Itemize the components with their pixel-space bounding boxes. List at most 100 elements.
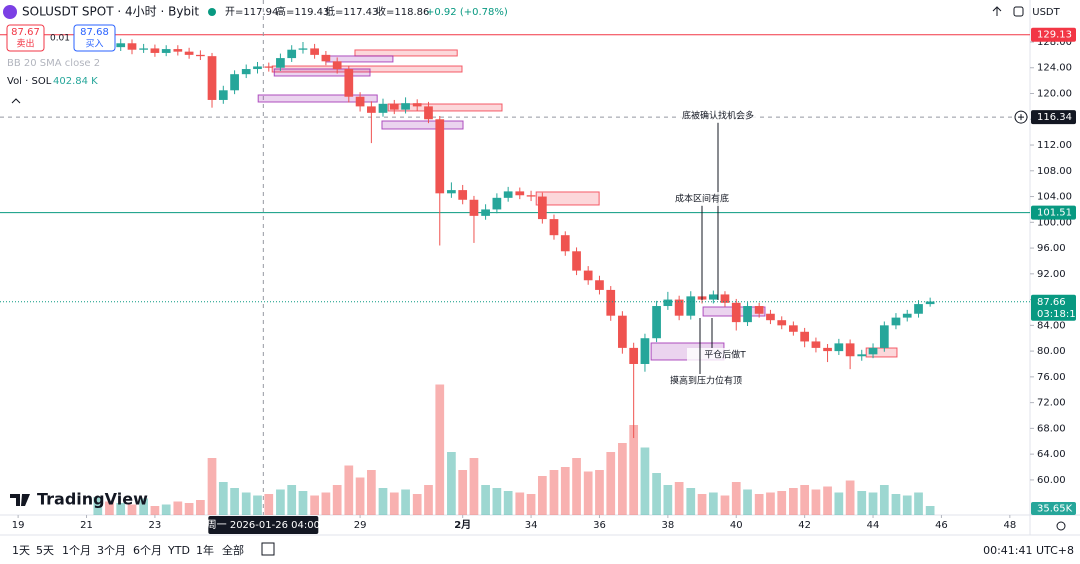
candle-body: [173, 49, 183, 52]
sell-button[interactable]: [6, 24, 45, 52]
candle-body: [127, 43, 137, 50]
clock[interactable]: 00:41:41 UTC+8: [983, 544, 1074, 557]
volume-bar: [173, 501, 183, 515]
plot-area: 60.0064.0068.0072.0076.0080.0084.0088.00…: [0, 0, 1080, 534]
candle-body: [264, 66, 274, 68]
x-tick-label: 2月: [454, 519, 471, 531]
volume-bar: [811, 489, 821, 515]
timeframe-button[interactable]: 1年: [196, 543, 214, 557]
add-alert-plus: [1018, 114, 1024, 121]
x-tick-label: 42: [798, 520, 811, 531]
timeframe-button[interactable]: 1天: [12, 544, 30, 557]
candle-body: [447, 190, 456, 194]
annotation-bg: [680, 109, 756, 123]
volume-bar: [196, 500, 205, 515]
volume-bar: [253, 495, 262, 515]
volume-bar: [879, 485, 889, 515]
volume-bar: [697, 494, 707, 515]
candle-body: [298, 48, 308, 50]
timeframe-button[interactable]: 全部: [222, 543, 244, 557]
y-tick-label: 124.00: [1037, 63, 1072, 74]
candle-body: [310, 48, 319, 55]
last-price-bg: [1031, 294, 1076, 321]
volume-bar: [663, 485, 673, 515]
candle-body: [652, 306, 661, 339]
bb-indicator[interactable]: BB 20 SMA close 2: [7, 58, 100, 69]
volume-bar: [184, 503, 194, 515]
timeframe-button[interactable]: YTD: [167, 544, 190, 557]
volume-bar: [161, 504, 171, 515]
currency[interactable]: USDT: [1032, 7, 1060, 18]
candle-body: [412, 103, 422, 107]
candle-body: [139, 48, 148, 50]
collapse-icon[interactable]: [11, 98, 21, 104]
y-tick-label: 104.00: [1037, 192, 1072, 203]
status-dot: [208, 8, 216, 16]
candle-body: [708, 294, 718, 300]
timeframe-button[interactable]: 3个月: [97, 544, 126, 557]
price-line-label-bg: [1031, 27, 1076, 42]
candle-body: [891, 317, 901, 326]
candle-body: [560, 235, 570, 252]
volume-bar: [355, 477, 365, 515]
reset-icon[interactable]: [1013, 6, 1024, 17]
x-tick-label: 23: [149, 520, 162, 531]
y-tick-label: 84.00: [1037, 320, 1066, 331]
candle-body: [572, 251, 581, 271]
volume-bar: [105, 501, 114, 515]
price-zone: [387, 103, 503, 112]
volume-bar: [560, 467, 570, 515]
volume-bar: [93, 497, 103, 515]
volume-bar: [332, 485, 342, 515]
volume-bar: [241, 492, 251, 515]
candle-body: [743, 306, 752, 323]
symbol-title[interactable]: SOLUSDT SPOT · 4小时 · Bybit: [22, 5, 199, 19]
volume-bar: [720, 495, 730, 515]
volume-bar: [435, 384, 445, 515]
last-price-countdown: 03:18:19: [1037, 309, 1080, 320]
y-tick-label: 128.00: [1037, 37, 1072, 48]
volume-bar: [389, 492, 399, 515]
volume-bar: [914, 492, 923, 515]
candle-body: [720, 294, 730, 303]
x-tick-label: 34: [525, 520, 538, 531]
volume-bar: [572, 458, 581, 515]
candle-body: [458, 190, 468, 200]
volume-bar: [652, 473, 661, 515]
timeframe-button[interactable]: 1个月: [62, 544, 91, 557]
symbol-logo: [3, 5, 17, 19]
volume-bar: [378, 488, 388, 515]
volume-bar: [925, 506, 935, 515]
buy-button[interactable]: [73, 24, 116, 52]
date-range-icon[interactable]: [261, 542, 275, 556]
volume-bar: [287, 485, 297, 515]
x-tick-label: 21: [80, 520, 93, 531]
candle-body: [925, 301, 935, 305]
candle-body: [367, 106, 376, 113]
ohlc-high: 高=119.43: [276, 5, 329, 18]
candle-body: [834, 343, 844, 352]
volume-bar: [218, 482, 228, 515]
price-zone: [865, 347, 898, 358]
annotation-bg: [664, 192, 740, 206]
y-tick-label: 120.00: [1037, 89, 1072, 100]
volume-bar: [116, 503, 126, 515]
scale-up-icon[interactable]: [992, 6, 1002, 16]
volume-bar: [583, 471, 593, 515]
candle-body: [332, 61, 342, 70]
volume-bar: [823, 486, 832, 515]
sell-label: 卖出: [16, 38, 34, 50]
settings-icon[interactable]: [1056, 521, 1066, 531]
candle-body: [857, 354, 867, 357]
timeframe-button[interactable]: 5天: [36, 544, 54, 557]
volume-bar: [788, 488, 798, 515]
volume-bar: [412, 494, 422, 515]
candle-body: [116, 43, 126, 48]
volume-last-bg: [1031, 502, 1076, 515]
volume-bar: [526, 494, 536, 515]
candle-body: [731, 302, 741, 323]
y-tick-label: 60.00: [1037, 475, 1066, 486]
volume-indicator[interactable]: Vol · SOL: [7, 76, 52, 87]
timeframe-button[interactable]: 6个月: [133, 544, 162, 557]
price-line-label: 129.13: [1037, 30, 1072, 41]
